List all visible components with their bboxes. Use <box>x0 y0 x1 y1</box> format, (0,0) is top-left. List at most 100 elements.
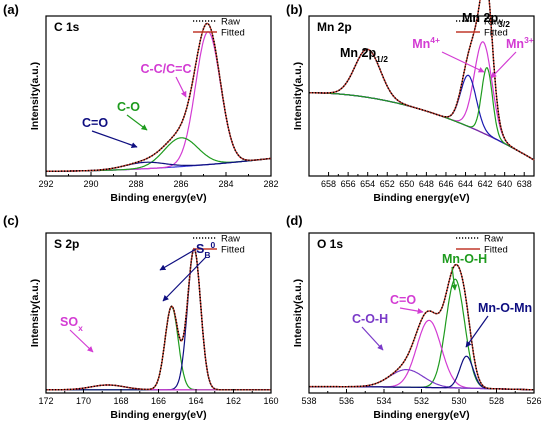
plot-frame <box>308 15 535 177</box>
peak-component-2 <box>46 157 272 172</box>
annotation-subscript: B <box>204 250 210 260</box>
x-tick-label: 644 <box>458 179 473 189</box>
raw-curve <box>46 247 271 391</box>
peak-annotation: Mn 2p1/2 <box>340 46 388 64</box>
fitted-curve <box>46 247 271 391</box>
peak-annotation: SB0 <box>196 240 215 260</box>
x-tick-label: 284 <box>218 179 233 189</box>
x-tick-label: 656 <box>341 179 356 189</box>
annotation-superscript: 0 <box>210 240 215 250</box>
annotation-arrow <box>451 266 458 291</box>
annotation-arrow <box>162 256 207 302</box>
x-axis-label: Binding energy(eV) <box>373 409 469 421</box>
peak-component-1 <box>46 248 271 391</box>
panel-label: (d) <box>286 213 303 228</box>
x-tick-label: 534 <box>376 396 391 406</box>
y-axis-label: Intensity(a.u.) <box>29 279 41 347</box>
legend-raw-label: Raw <box>221 17 240 28</box>
x-tick-label: 530 <box>451 396 466 406</box>
annotation-arrow <box>361 326 384 351</box>
x-tick-label: 162 <box>226 396 241 406</box>
annotation-text: Mn 2p <box>340 46 376 60</box>
x-tick-label: 160 <box>263 396 278 406</box>
legend-raw-label: Raw <box>484 17 503 28</box>
x-tick-label: 528 <box>489 396 504 406</box>
x-tick-label: 288 <box>128 179 143 189</box>
peak-component-0 <box>309 278 534 391</box>
x-tick-label: 164 <box>188 396 203 406</box>
peak-component-1 <box>309 319 534 391</box>
fitted-curve <box>46 22 272 172</box>
x-tick-label: 642 <box>478 179 493 189</box>
peak-annotation: C=O <box>390 293 416 307</box>
annotation-arrow <box>91 130 138 149</box>
panel-label: (c) <box>3 213 19 228</box>
legend-fitted-label: Fitted <box>484 28 508 39</box>
raw-curve <box>309 0 535 161</box>
x-axis-label: Binding energy(eV) <box>373 192 469 204</box>
peak-annotation: Mn-O-Mn <box>478 301 532 315</box>
annotation-text: Mn-O-Mn <box>478 301 532 315</box>
legend-raw-label: Raw <box>484 234 503 245</box>
legend-fitted-label: Fitted <box>484 245 508 256</box>
annotation-arrow <box>465 315 489 348</box>
y-axis-label: Intensity(a.u.) <box>292 62 304 130</box>
x-axis-label: Binding energy(eV) <box>110 409 206 421</box>
legend-fitted-label: Fitted <box>221 28 245 39</box>
x-tick-label: 658 <box>321 179 336 189</box>
x-tick-label: 648 <box>419 179 434 189</box>
raw-curve <box>309 263 534 391</box>
peak-annotation: Mn 2p3/2 <box>462 11 510 29</box>
peak-annotation: C-C/C=C <box>140 62 191 76</box>
panel-d: 538 536 534 532 530 528 526 Binding energy(eV) I… <box>286 213 542 421</box>
panel-title: S 2p <box>54 237 79 251</box>
annotation-text: Mn <box>506 37 524 51</box>
annotation-text: C-O-H <box>352 312 388 326</box>
panel-title: O 1s <box>317 237 343 251</box>
x-axis-label: Binding energy(eV) <box>110 192 206 204</box>
x-tick-label: 286 <box>173 179 188 189</box>
annotation-subscript: 3/2 <box>498 19 510 29</box>
x-tick-label: 282 <box>263 179 278 189</box>
panel-b: 658 656 654 652 650 648 646 644 642 640 638 Binding… <box>286 0 535 204</box>
annotation-subscript: 1/2 <box>376 54 388 64</box>
panel-a: 292 290 288 286 284 282 Binding energy(eV) Inte… <box>3 2 279 204</box>
peak-annotation: C=O <box>82 116 108 130</box>
x-tick-label: 532 <box>414 396 429 406</box>
x-tick-label: 166 <box>151 396 166 406</box>
fitted-curve <box>309 263 534 391</box>
raw-curve <box>46 22 272 172</box>
peak-component-3 <box>309 355 534 391</box>
annotation-text: Mn-O-H <box>442 252 487 266</box>
x-tick-label: 646 <box>438 179 453 189</box>
x-tick-label: 172 <box>38 396 53 406</box>
peak-annotation: C-O-H <box>352 312 388 326</box>
x-tick-label: 168 <box>113 396 128 406</box>
peak-annotation: C-O <box>117 100 140 114</box>
annotation-superscript: 3+ <box>524 35 534 45</box>
plot-frame <box>45 232 272 394</box>
panel-c: 172 170 168 166 164 162 160 Binding energy(eV) I… <box>3 213 279 421</box>
peak-annotation: Mn4+ <box>412 35 440 51</box>
annotation-text: SO <box>60 315 78 329</box>
annotation-arrow <box>159 248 197 271</box>
panel-label: (b) <box>286 2 303 17</box>
x-tick-label: 292 <box>38 179 53 189</box>
annotation-arrow <box>175 76 187 98</box>
annotation-arrow <box>441 51 485 73</box>
annotation-arrow <box>490 51 517 79</box>
background-curve <box>46 157 272 172</box>
legend-raw-label: Raw <box>221 234 240 245</box>
peak-annotation: SOx <box>60 315 83 333</box>
plot-frame <box>45 15 272 177</box>
peak-component-3 <box>309 67 535 161</box>
x-tick-label: 526 <box>526 396 541 406</box>
annotation-text: C-O <box>117 100 140 114</box>
x-tick-label: 638 <box>517 179 532 189</box>
x-tick-label: 652 <box>380 179 395 189</box>
peak-annotation: Mn3+ <box>506 35 534 51</box>
peak-annotation: Mn-O-H <box>442 252 487 266</box>
annotation-arrow <box>126 114 148 131</box>
legend-fitted-label: Fitted <box>221 245 245 256</box>
